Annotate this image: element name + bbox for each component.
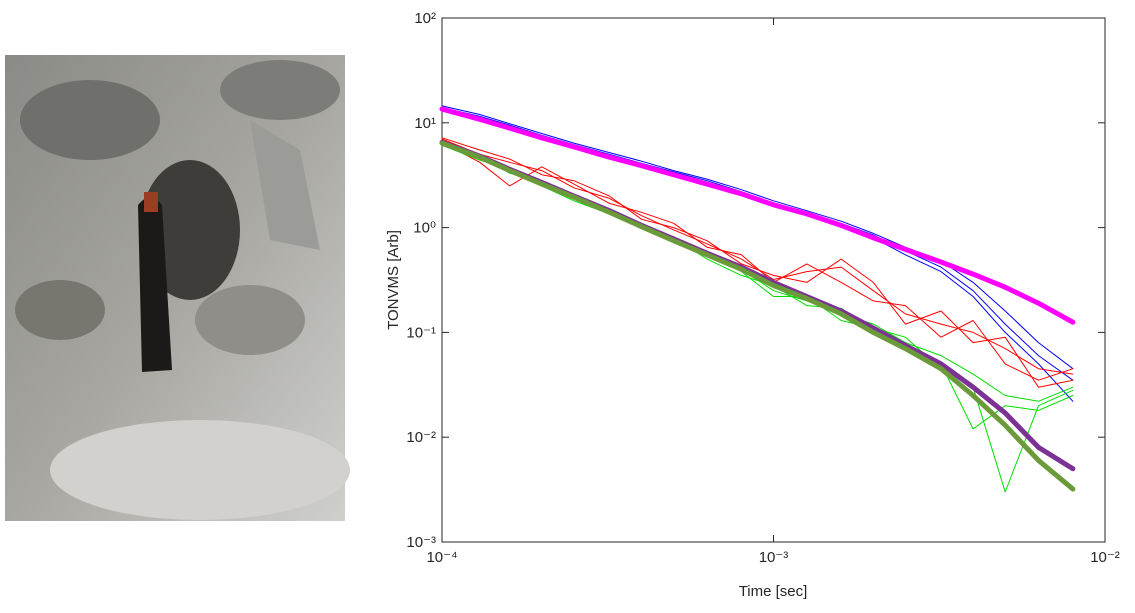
x-tick-label: 10⁻²	[1090, 549, 1120, 566]
data-line	[441, 138, 1074, 375]
x-tick-label: 10⁻⁴	[426, 549, 457, 566]
x-axis-label: Time [sec]	[739, 583, 808, 600]
photo	[5, 55, 350, 521]
x-tick-label: 10⁻³	[759, 549, 789, 566]
data-line	[441, 141, 1074, 430]
data-line	[439, 139, 1076, 472]
data-line	[441, 107, 1074, 402]
data-line	[441, 105, 1074, 370]
data-line	[441, 137, 1074, 388]
data-line	[439, 106, 1076, 325]
y-tick-label: 10⁰	[413, 220, 436, 237]
y-tick-label: 10⁻²	[406, 429, 436, 446]
y-tick-label: 10⁻¹	[406, 324, 436, 341]
y-tick-label: 10¹	[414, 115, 436, 132]
y-axis-label: TONVMS [Arb]	[385, 230, 402, 330]
data-line	[439, 140, 1076, 492]
y-tick-label: 10²	[414, 10, 436, 27]
data-line	[441, 107, 1074, 381]
y-tick-label: 10⁻³	[406, 534, 436, 551]
data-line	[441, 141, 1074, 381]
